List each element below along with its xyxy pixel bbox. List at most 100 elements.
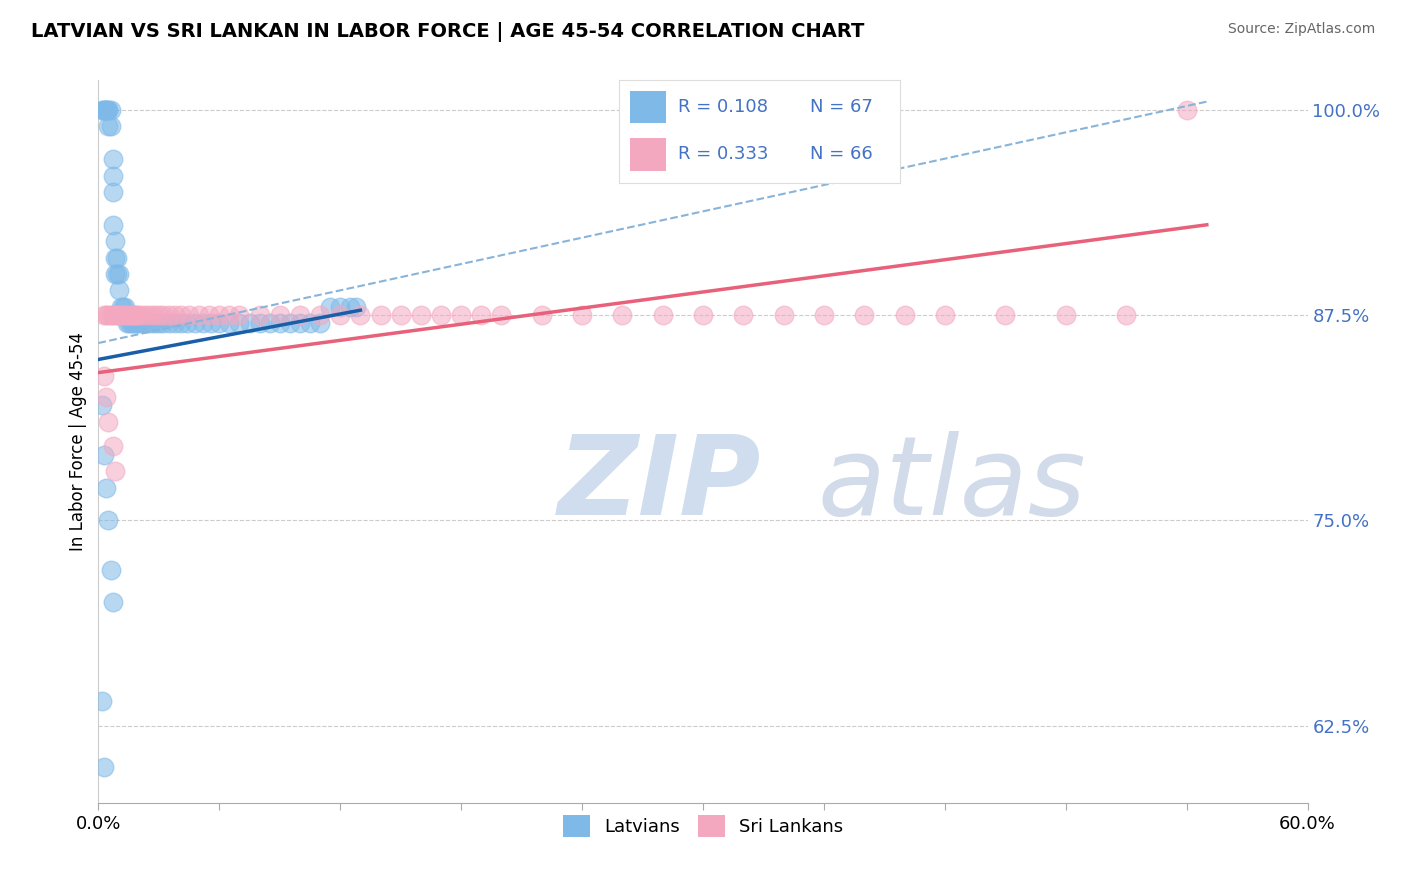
Y-axis label: In Labor Force | Age 45-54: In Labor Force | Age 45-54 xyxy=(69,332,87,551)
Latvians xyxy=(288,316,311,330)
Latvians xyxy=(309,316,332,330)
Latvians xyxy=(101,185,124,199)
Sri Lankans xyxy=(148,308,170,322)
Sri Lankans xyxy=(103,464,125,478)
Text: R = 0.333: R = 0.333 xyxy=(678,145,768,163)
Sri Lankans xyxy=(105,308,128,322)
Latvians xyxy=(152,316,174,330)
Latvians xyxy=(105,251,128,265)
Sri Lankans xyxy=(853,308,876,322)
Sri Lankans xyxy=(733,308,755,322)
Sri Lankans xyxy=(208,308,231,322)
Latvians xyxy=(128,316,150,330)
Text: N = 67: N = 67 xyxy=(810,98,873,116)
Latvians xyxy=(101,152,124,166)
Sri Lankans xyxy=(118,308,141,322)
Sri Lankans xyxy=(157,308,180,322)
Latvians xyxy=(100,563,122,577)
Sri Lankans xyxy=(491,308,513,322)
Sri Lankans xyxy=(135,308,157,322)
Latvians xyxy=(103,234,125,248)
Sri Lankans xyxy=(450,308,472,322)
Sri Lankans xyxy=(1115,308,1137,322)
Sri Lankans xyxy=(103,308,125,322)
Sri Lankans xyxy=(228,308,250,322)
Sri Lankans xyxy=(349,308,371,322)
Latvians xyxy=(125,316,148,330)
Latvians xyxy=(249,316,271,330)
Sri Lankans xyxy=(249,308,271,322)
Latvians xyxy=(115,316,138,330)
Sri Lankans xyxy=(1175,103,1198,117)
Latvians xyxy=(120,316,142,330)
Sri Lankans xyxy=(101,308,124,322)
Sri Lankans xyxy=(107,308,129,322)
Sri Lankans xyxy=(128,308,150,322)
Latvians xyxy=(100,120,122,134)
Text: R = 0.108: R = 0.108 xyxy=(678,98,768,116)
Latvians xyxy=(329,300,352,314)
Latvians xyxy=(110,300,132,314)
Sri Lankans xyxy=(179,308,201,322)
Latvians xyxy=(101,595,124,609)
Text: LATVIAN VS SRI LANKAN IN LABOR FORCE | AGE 45-54 CORRELATION CHART: LATVIAN VS SRI LANKAN IN LABOR FORCE | A… xyxy=(31,22,865,42)
Latvians xyxy=(200,316,222,330)
Sri Lankans xyxy=(93,368,115,383)
Sri Lankans xyxy=(612,308,634,322)
Sri Lankans xyxy=(571,308,593,322)
Latvians xyxy=(91,694,114,708)
Latvians xyxy=(103,267,125,281)
Latvians xyxy=(118,316,141,330)
Latvians xyxy=(107,284,129,298)
Sri Lankans xyxy=(1054,308,1077,322)
Latvians xyxy=(278,316,301,330)
Text: N = 66: N = 66 xyxy=(810,145,873,163)
Latvians xyxy=(208,316,231,330)
Latvians xyxy=(139,316,162,330)
Sri Lankans xyxy=(120,308,142,322)
Latvians xyxy=(97,513,120,527)
Latvians xyxy=(121,316,143,330)
Sri Lankans xyxy=(152,308,174,322)
Sri Lankans xyxy=(934,308,956,322)
Latvians xyxy=(97,103,120,117)
Latvians xyxy=(91,399,114,413)
Sri Lankans xyxy=(96,308,118,322)
Sri Lankans xyxy=(772,308,794,322)
Latvians xyxy=(176,316,198,330)
Latvians xyxy=(259,316,281,330)
Sri Lankans xyxy=(115,308,138,322)
Latvians xyxy=(193,316,215,330)
Sri Lankans xyxy=(121,308,143,322)
Latvians xyxy=(218,316,240,330)
Sri Lankans xyxy=(124,308,146,322)
Latvians xyxy=(143,316,166,330)
Latvians xyxy=(157,316,180,330)
Sri Lankans xyxy=(170,308,193,322)
Latvians xyxy=(239,316,262,330)
Latvians xyxy=(96,481,118,495)
Latvians xyxy=(132,316,155,330)
Sri Lankans xyxy=(994,308,1017,322)
Sri Lankans xyxy=(97,308,120,322)
Sri Lankans xyxy=(288,308,311,322)
Latvians xyxy=(170,316,193,330)
Sri Lankans xyxy=(198,308,221,322)
Latvians xyxy=(91,103,114,117)
Sri Lankans xyxy=(114,308,136,322)
Latvians xyxy=(93,103,115,117)
Sri Lankans xyxy=(125,308,148,322)
Sri Lankans xyxy=(100,308,122,322)
Latvians xyxy=(228,316,250,330)
Latvians xyxy=(135,316,157,330)
Latvians xyxy=(101,218,124,232)
Sri Lankans xyxy=(143,308,166,322)
Legend: Latvians, Sri Lankans: Latvians, Sri Lankans xyxy=(555,808,851,845)
Sri Lankans xyxy=(163,308,186,322)
Latvians xyxy=(93,103,115,117)
Sri Lankans xyxy=(188,308,211,322)
Sri Lankans xyxy=(309,308,332,322)
Latvians xyxy=(97,120,120,134)
Latvians xyxy=(107,267,129,281)
Latvians xyxy=(100,103,122,117)
